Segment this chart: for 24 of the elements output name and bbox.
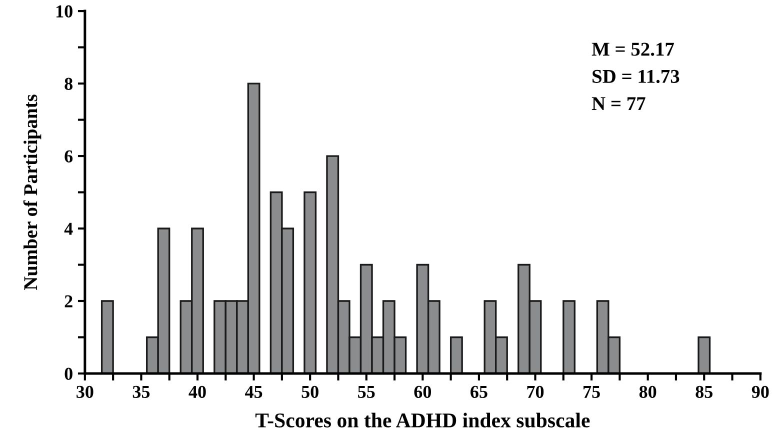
y-tick-label: 2 — [64, 295, 72, 308]
x-tick-label: 55 — [358, 386, 375, 398]
x-tick-label: 85 — [696, 386, 712, 398]
x-tick-label: 50 — [302, 386, 318, 398]
x-tick-label: 70 — [527, 386, 544, 398]
x-tick-label: 30 — [76, 386, 94, 398]
x-tick-label: 65 — [470, 386, 488, 398]
y-tick-label: 6 — [64, 150, 73, 162]
y-axis-title: Number of Participants — [23, 94, 42, 290]
x-tick-label: 75 — [584, 386, 600, 398]
y-tick-label: 10 — [56, 5, 72, 18]
annotation: SD = 11.73 — [592, 70, 680, 84]
y-tick-label: 0 — [64, 368, 72, 380]
annotation: M = 52.17 — [592, 42, 674, 56]
annotation: N = 77 — [592, 97, 646, 110]
x-tick-label: 35 — [132, 386, 150, 398]
x-tick-label: 40 — [188, 386, 206, 398]
x-axis-title: T-Scores on the ADHD index subscale — [255, 412, 590, 428]
x-tick-label: 90 — [752, 386, 769, 398]
y-tick-label: 8 — [64, 78, 73, 90]
x-tick-label: 80 — [639, 386, 656, 398]
x-tick-label: 45 — [245, 386, 262, 398]
y-tick-label: 4 — [64, 222, 73, 235]
x-tick-label: 60 — [414, 386, 432, 398]
